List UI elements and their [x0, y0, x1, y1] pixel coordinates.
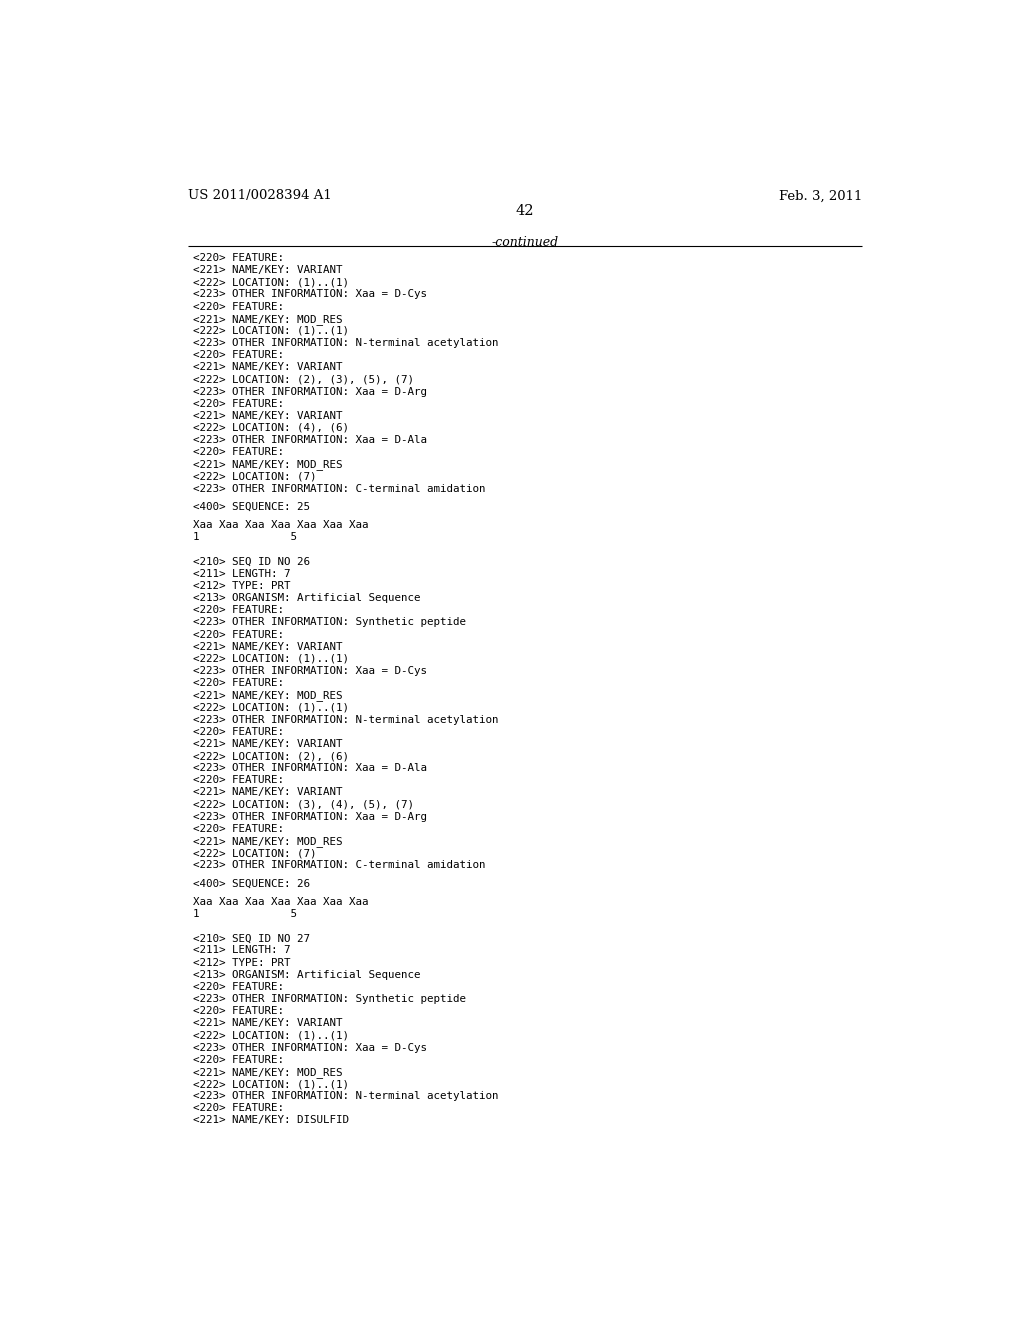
Text: <222> LOCATION: (1)..(1): <222> LOCATION: (1)..(1): [194, 277, 349, 288]
Text: <212> TYPE: PRT: <212> TYPE: PRT: [194, 957, 291, 968]
Text: <221> NAME/KEY: VARIANT: <221> NAME/KEY: VARIANT: [194, 362, 343, 372]
Text: <221> NAME/KEY: MOD_RES: <221> NAME/KEY: MOD_RES: [194, 459, 343, 470]
Text: <221> NAME/KEY: VARIANT: <221> NAME/KEY: VARIANT: [194, 642, 343, 652]
Text: <220> FEATURE:: <220> FEATURE:: [194, 399, 284, 409]
Text: <220> FEATURE:: <220> FEATURE:: [194, 1055, 284, 1065]
Text: <211> LENGTH: 7: <211> LENGTH: 7: [194, 945, 291, 956]
Text: <222> LOCATION: (3), (4), (5), (7): <222> LOCATION: (3), (4), (5), (7): [194, 800, 414, 809]
Text: <222> LOCATION: (1)..(1): <222> LOCATION: (1)..(1): [194, 1031, 349, 1040]
Text: <220> FEATURE:: <220> FEATURE:: [194, 253, 284, 263]
Text: <223> OTHER INFORMATION: Xaa = D-Ala: <223> OTHER INFORMATION: Xaa = D-Ala: [194, 436, 427, 445]
Text: <221> NAME/KEY: VARIANT: <221> NAME/KEY: VARIANT: [194, 1018, 343, 1028]
Text: Feb. 3, 2011: Feb. 3, 2011: [778, 189, 862, 202]
Text: <220> FEATURE:: <220> FEATURE:: [194, 678, 284, 688]
Text: <222> LOCATION: (1)..(1): <222> LOCATION: (1)..(1): [194, 653, 349, 664]
Text: <223> OTHER INFORMATION: Xaa = D-Ala: <223> OTHER INFORMATION: Xaa = D-Ala: [194, 763, 427, 774]
Text: <220> FEATURE:: <220> FEATURE:: [194, 982, 284, 991]
Text: <213> ORGANISM: Artificial Sequence: <213> ORGANISM: Artificial Sequence: [194, 593, 421, 603]
Text: Xaa Xaa Xaa Xaa Xaa Xaa Xaa: Xaa Xaa Xaa Xaa Xaa Xaa Xaa: [194, 520, 369, 531]
Text: 1              5: 1 5: [194, 532, 297, 543]
Text: <221> NAME/KEY: DISULFID: <221> NAME/KEY: DISULFID: [194, 1115, 349, 1126]
Text: <220> FEATURE:: <220> FEATURE:: [194, 824, 284, 834]
Text: 1              5: 1 5: [194, 909, 297, 919]
Text: <223> OTHER INFORMATION: N-terminal acetylation: <223> OTHER INFORMATION: N-terminal acet…: [194, 338, 499, 348]
Text: <220> FEATURE:: <220> FEATURE:: [194, 775, 284, 785]
Text: <222> LOCATION: (1)..(1): <222> LOCATION: (1)..(1): [194, 326, 349, 335]
Text: <220> FEATURE:: <220> FEATURE:: [194, 727, 284, 737]
Text: <220> FEATURE:: <220> FEATURE:: [194, 1104, 284, 1113]
Text: -continued: -continued: [492, 236, 558, 248]
Text: <220> FEATURE:: <220> FEATURE:: [194, 630, 284, 640]
Text: <400> SEQUENCE: 25: <400> SEQUENCE: 25: [194, 502, 310, 512]
Text: <222> LOCATION: (2), (3), (5), (7): <222> LOCATION: (2), (3), (5), (7): [194, 375, 414, 384]
Text: <220> FEATURE:: <220> FEATURE:: [194, 350, 284, 360]
Text: <221> NAME/KEY: VARIANT: <221> NAME/KEY: VARIANT: [194, 411, 343, 421]
Text: <212> TYPE: PRT: <212> TYPE: PRT: [194, 581, 291, 591]
Text: <222> LOCATION: (4), (6): <222> LOCATION: (4), (6): [194, 422, 349, 433]
Text: <223> OTHER INFORMATION: Xaa = D-Arg: <223> OTHER INFORMATION: Xaa = D-Arg: [194, 387, 427, 396]
Text: <221> NAME/KEY: MOD_RES: <221> NAME/KEY: MOD_RES: [194, 836, 343, 847]
Text: <223> OTHER INFORMATION: Xaa = D-Cys: <223> OTHER INFORMATION: Xaa = D-Cys: [194, 289, 427, 300]
Text: <210> SEQ ID NO 27: <210> SEQ ID NO 27: [194, 933, 310, 944]
Text: <220> FEATURE:: <220> FEATURE:: [194, 606, 284, 615]
Text: <223> OTHER INFORMATION: C-terminal amidation: <223> OTHER INFORMATION: C-terminal amid…: [194, 861, 485, 870]
Text: <223> OTHER INFORMATION: Xaa = D-Cys: <223> OTHER INFORMATION: Xaa = D-Cys: [194, 667, 427, 676]
Text: <220> FEATURE:: <220> FEATURE:: [194, 301, 284, 312]
Text: <223> OTHER INFORMATION: N-terminal acetylation: <223> OTHER INFORMATION: N-terminal acet…: [194, 714, 499, 725]
Text: <223> OTHER INFORMATION: N-terminal acetylation: <223> OTHER INFORMATION: N-terminal acet…: [194, 1092, 499, 1101]
Text: <213> ORGANISM: Artificial Sequence: <213> ORGANISM: Artificial Sequence: [194, 970, 421, 979]
Text: <221> NAME/KEY: VARIANT: <221> NAME/KEY: VARIANT: [194, 739, 343, 748]
Text: <222> LOCATION: (7): <222> LOCATION: (7): [194, 849, 316, 858]
Text: <222> LOCATION: (1)..(1): <222> LOCATION: (1)..(1): [194, 702, 349, 713]
Text: <221> NAME/KEY: VARIANT: <221> NAME/KEY: VARIANT: [194, 265, 343, 275]
Text: <222> LOCATION: (2), (6): <222> LOCATION: (2), (6): [194, 751, 349, 762]
Text: <223> OTHER INFORMATION: Synthetic peptide: <223> OTHER INFORMATION: Synthetic pepti…: [194, 994, 466, 1005]
Text: <220> FEATURE:: <220> FEATURE:: [194, 1006, 284, 1016]
Text: <222> LOCATION: (1)..(1): <222> LOCATION: (1)..(1): [194, 1078, 349, 1089]
Text: <221> NAME/KEY: MOD_RES: <221> NAME/KEY: MOD_RES: [194, 1067, 343, 1078]
Text: <210> SEQ ID NO 26: <210> SEQ ID NO 26: [194, 557, 310, 566]
Text: <223> OTHER INFORMATION: C-terminal amidation: <223> OTHER INFORMATION: C-terminal amid…: [194, 483, 485, 494]
Text: <221> NAME/KEY: MOD_RES: <221> NAME/KEY: MOD_RES: [194, 314, 343, 325]
Text: <221> NAME/KEY: MOD_RES: <221> NAME/KEY: MOD_RES: [194, 690, 343, 701]
Text: <220> FEATURE:: <220> FEATURE:: [194, 447, 284, 457]
Text: <223> OTHER INFORMATION: Xaa = D-Arg: <223> OTHER INFORMATION: Xaa = D-Arg: [194, 812, 427, 822]
Text: <221> NAME/KEY: VARIANT: <221> NAME/KEY: VARIANT: [194, 788, 343, 797]
Text: <223> OTHER INFORMATION: Synthetic peptide: <223> OTHER INFORMATION: Synthetic pepti…: [194, 618, 466, 627]
Text: <400> SEQUENCE: 26: <400> SEQUENCE: 26: [194, 879, 310, 888]
Text: <211> LENGTH: 7: <211> LENGTH: 7: [194, 569, 291, 579]
Text: Xaa Xaa Xaa Xaa Xaa Xaa Xaa: Xaa Xaa Xaa Xaa Xaa Xaa Xaa: [194, 896, 369, 907]
Text: <222> LOCATION: (7): <222> LOCATION: (7): [194, 471, 316, 482]
Text: <223> OTHER INFORMATION: Xaa = D-Cys: <223> OTHER INFORMATION: Xaa = D-Cys: [194, 1043, 427, 1052]
Text: US 2011/0028394 A1: US 2011/0028394 A1: [187, 189, 332, 202]
Text: 42: 42: [515, 205, 535, 218]
